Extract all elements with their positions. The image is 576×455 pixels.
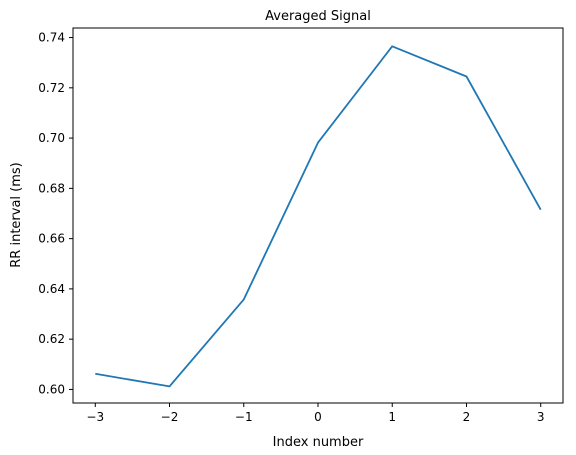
series-layer	[95, 45, 542, 388]
y-tick-label: 0.70	[38, 131, 65, 145]
y-tick-label: 0.74	[38, 31, 65, 45]
x-tick-label: 3	[537, 410, 545, 424]
x-axis: −3 −2 −1 0 1 2 3	[86, 403, 545, 424]
x-tick-label: 0	[314, 410, 322, 424]
series-line-0	[95, 45, 542, 388]
y-tick-label: 0.62	[38, 332, 65, 346]
x-tick-label: −1	[235, 410, 253, 424]
y-tick-label: 0.64	[38, 282, 65, 296]
x-tick-label: 1	[388, 410, 396, 424]
y-axis-label: RR interval (ms)	[9, 162, 24, 267]
y-tick-label: 0.66	[38, 232, 65, 246]
y-tick-label: 0.72	[38, 81, 65, 95]
x-tick-label: 2	[463, 410, 471, 424]
plot-area-frame	[72, 27, 564, 404]
x-axis-label: Index number	[273, 435, 364, 450]
chart-title: Averaged Signal	[265, 9, 371, 24]
x-tick-label: −3	[86, 410, 104, 424]
y-tick-label: 0.68	[38, 181, 65, 195]
y-axis: 0.60 0.62 0.64 0.66 0.68 0.70 0.72 0.74	[38, 31, 73, 396]
y-tick-label: 0.60	[38, 382, 65, 396]
x-tick-label: −2	[161, 410, 179, 424]
